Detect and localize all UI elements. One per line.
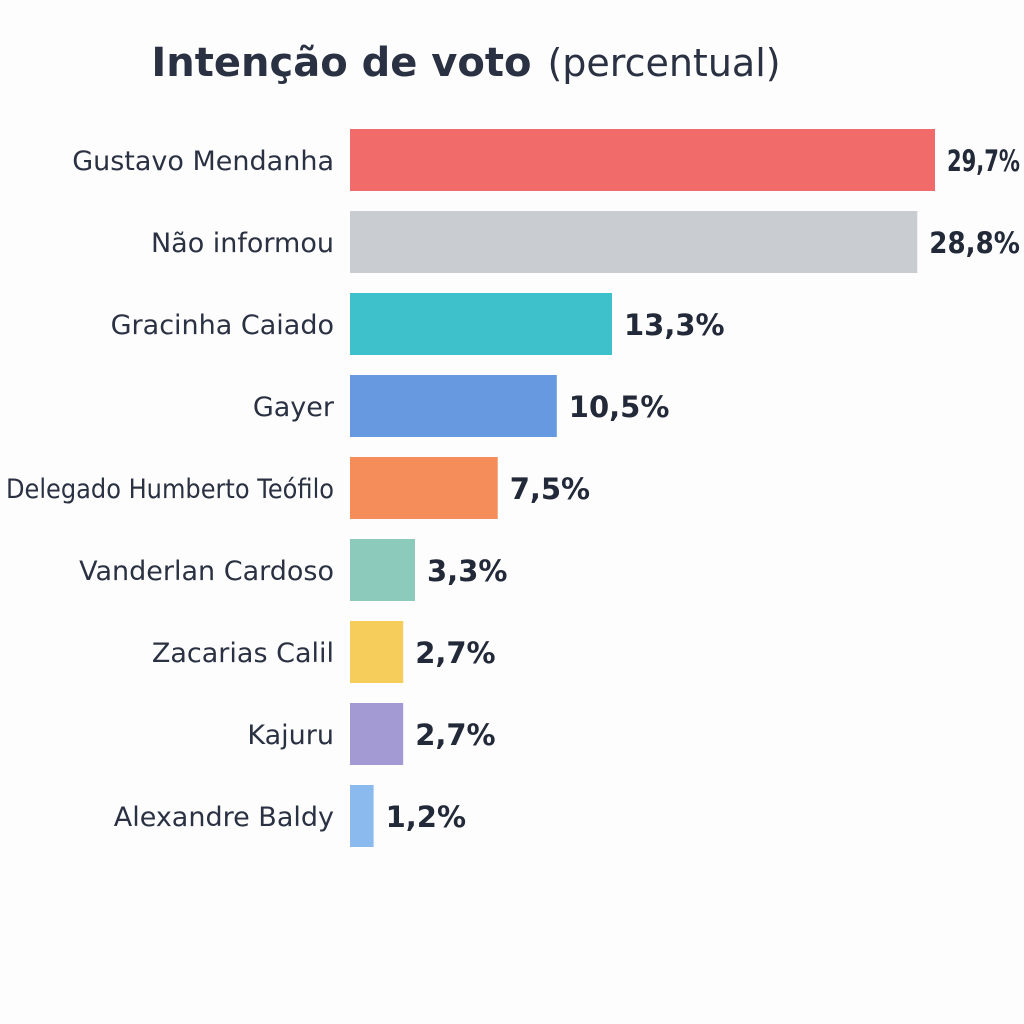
bar [350, 293, 612, 355]
category-label: Gustavo Mendanha [72, 146, 334, 177]
bar [350, 621, 404, 683]
category-label: Delegado Humberto Teófilo [6, 474, 334, 505]
category-label: Zacarias Calil [152, 638, 334, 669]
category-label: Kajuru [247, 720, 334, 751]
chart-title-main: Intenção de voto [151, 40, 531, 86]
bars-group: Gustavo Mendanha 29,7% Não informou 28,8% Gr… [6, 129, 1020, 847]
bar [350, 375, 557, 437]
value-label: 1,2% [386, 800, 466, 834]
bar [350, 703, 404, 765]
category-label: Alexandre Baldy [114, 802, 334, 833]
bar [350, 539, 415, 601]
chart-title: Intenção de voto (percentual) [151, 40, 780, 86]
value-label: 2,7% [415, 636, 495, 670]
bar [350, 457, 498, 519]
bar [350, 785, 374, 847]
chart-subtitle: (percentual) [547, 41, 780, 85]
category-label: Gracinha Caiado [111, 310, 334, 341]
value-label: 13,3% [624, 308, 725, 342]
value-label: 29,7% [947, 144, 1020, 178]
bar [350, 211, 918, 273]
category-label: Não informou [151, 228, 334, 259]
value-label: 7,5% [510, 472, 590, 506]
bar [350, 129, 935, 191]
value-label: 10,5% [569, 390, 670, 424]
category-label: Gayer [253, 392, 335, 423]
category-label: Vanderlan Cardoso [79, 556, 334, 587]
value-label: 2,7% [415, 718, 495, 752]
value-label: 28,8% [929, 226, 1020, 260]
value-label: 3,3% [427, 554, 507, 588]
